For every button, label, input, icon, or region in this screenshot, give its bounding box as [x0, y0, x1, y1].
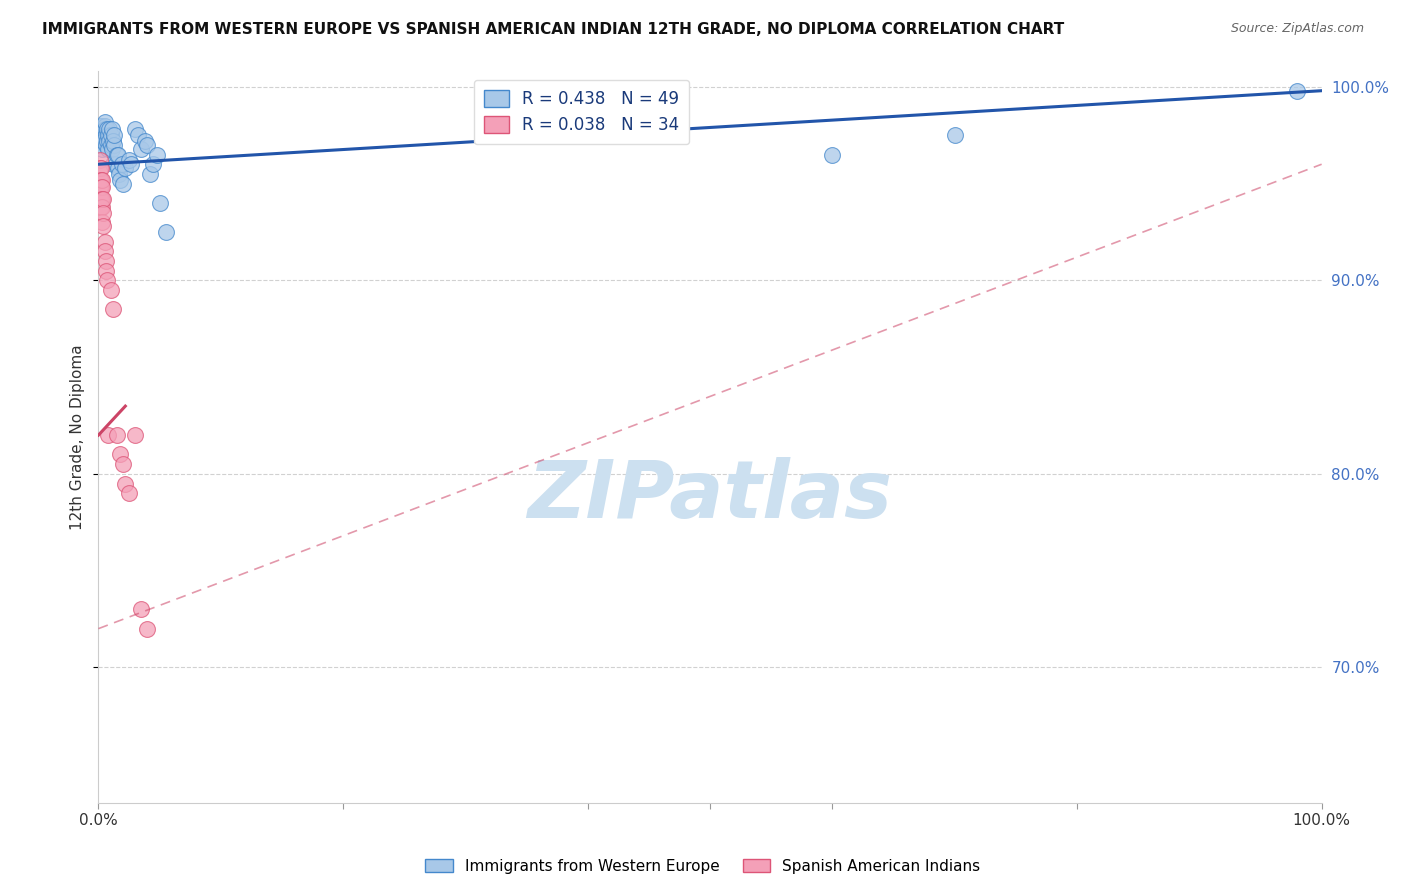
Point: [107, 161, 129, 175]
Point: [97, 128, 120, 143]
Point: [124, 122, 146, 136]
Point: [100, 283, 122, 297]
Point: [91, 172, 114, 186]
Point: [821, 147, 844, 161]
Point: [97, 428, 120, 442]
Point: [91, 200, 114, 214]
Text: ZIPatlas: ZIPatlas: [527, 457, 893, 534]
Point: [91, 128, 114, 143]
Point: [120, 157, 142, 171]
Point: [90, 161, 112, 175]
Point: [1286, 84, 1309, 98]
Point: [100, 137, 122, 152]
Point: [943, 128, 966, 143]
Point: [89, 161, 111, 175]
Point: [93, 122, 115, 136]
Point: [90, 180, 112, 194]
Point: [108, 167, 131, 181]
Point: [129, 602, 152, 616]
Point: [111, 457, 134, 471]
Point: [136, 622, 159, 636]
Point: [96, 134, 118, 148]
Point: [91, 128, 114, 143]
Text: Source: ZipAtlas.com: Source: ZipAtlas.com: [1230, 22, 1364, 36]
Point: [114, 161, 136, 175]
Point: [90, 192, 112, 206]
Point: [96, 122, 118, 136]
Point: [101, 134, 124, 148]
Point: [91, 180, 114, 194]
Point: [89, 172, 111, 186]
Point: [114, 476, 136, 491]
Point: [94, 254, 117, 268]
Point: [101, 122, 124, 136]
Point: [93, 114, 115, 128]
Point: [104, 157, 127, 171]
Point: [97, 142, 120, 156]
Point: [110, 448, 132, 462]
Point: [103, 128, 125, 143]
Text: IMMIGRANTS FROM WESTERN EUROPE VS SPANISH AMERICAN INDIAN 12TH GRADE, NO DIPLOMA: IMMIGRANTS FROM WESTERN EUROPE VS SPANIS…: [42, 22, 1064, 37]
Point: [149, 196, 172, 211]
Point: [91, 219, 114, 234]
Point: [91, 192, 114, 206]
Point: [155, 225, 177, 239]
Point: [139, 167, 162, 181]
Point: [110, 172, 132, 186]
Point: [105, 428, 128, 442]
Legend: R = 0.438   N = 49, R = 0.038   N = 34: R = 0.438 N = 49, R = 0.038 N = 34: [474, 79, 689, 145]
Point: [91, 215, 114, 229]
Point: [118, 486, 141, 500]
Point: [89, 137, 111, 152]
Point: [101, 157, 124, 171]
Point: [94, 128, 117, 143]
Point: [94, 137, 117, 152]
Point: [89, 192, 111, 206]
Point: [93, 244, 115, 259]
Point: [98, 122, 121, 136]
Point: [103, 137, 125, 152]
Point: [91, 192, 114, 206]
Point: [98, 134, 121, 148]
Point: [124, 428, 146, 442]
Point: [91, 142, 114, 156]
Point: [89, 153, 111, 168]
Point: [142, 157, 165, 171]
Point: [93, 235, 115, 249]
Point: [127, 128, 149, 143]
Point: [111, 157, 134, 171]
Point: [96, 273, 118, 287]
Point: [101, 302, 124, 317]
Point: [134, 134, 156, 148]
Point: [90, 172, 112, 186]
Point: [129, 142, 152, 156]
Point: [107, 147, 129, 161]
Point: [90, 200, 112, 214]
Y-axis label: 12th Grade, No Diploma: 12th Grade, No Diploma: [70, 344, 86, 530]
Point: [105, 147, 128, 161]
Point: [90, 119, 112, 133]
Point: [136, 137, 159, 152]
Point: [118, 153, 141, 168]
Legend: Immigrants from Western Europe, Spanish American Indians: Immigrants from Western Europe, Spanish …: [419, 853, 987, 880]
Point: [101, 142, 124, 156]
Point: [146, 147, 169, 161]
Point: [94, 263, 117, 277]
Point: [89, 180, 111, 194]
Point: [100, 128, 122, 143]
Point: [93, 119, 115, 133]
Point: [91, 205, 114, 219]
Point: [91, 134, 114, 148]
Point: [111, 177, 134, 191]
